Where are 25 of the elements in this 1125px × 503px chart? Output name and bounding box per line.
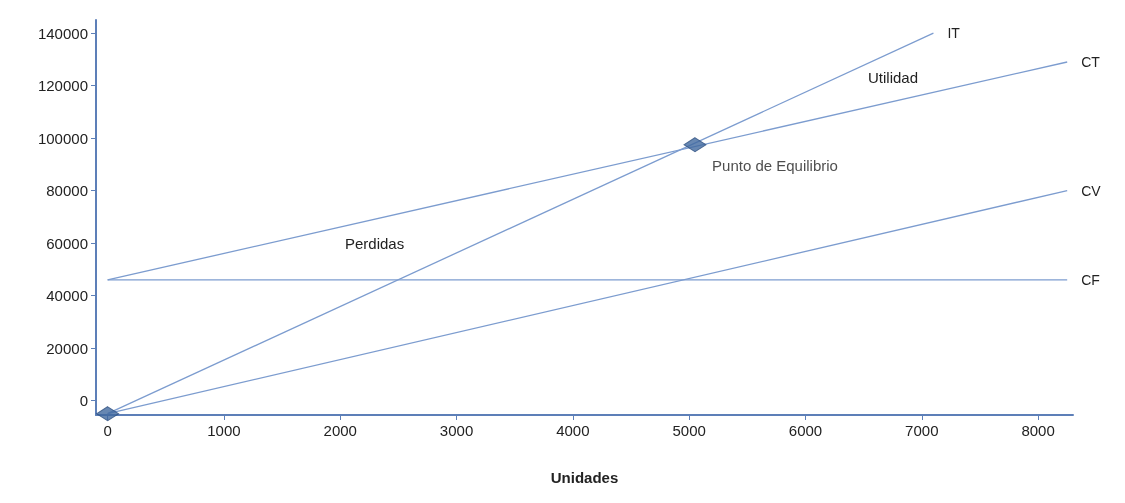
series-label: IT (947, 25, 961, 42)
x-tick-label: 1000 (207, 422, 241, 439)
x-tick-label: 6000 (788, 422, 823, 439)
y-tick-label: 100000 (37, 129, 88, 147)
annotation: Punto de Equilibrio (712, 156, 838, 174)
y-tick-label: 60000 (46, 234, 88, 252)
series-label: CT (1081, 53, 1101, 70)
y-tick-label: 80000 (46, 182, 88, 200)
y-tick-label: 0 (79, 392, 88, 410)
series-label: CF (1081, 271, 1100, 288)
x-tick-label: 5000 (672, 422, 706, 439)
x-tick-label: 3000 (439, 422, 474, 439)
x-tick-label: 4000 (556, 422, 590, 439)
x-tick-label: 8000 (1021, 422, 1055, 439)
annotation: Utilidad (868, 69, 919, 86)
annotation: Perdidas (345, 235, 405, 252)
y-tick-label: 20000 (46, 339, 88, 357)
x-tick-label: 7000 (905, 422, 939, 439)
x-tick-label: 2000 (323, 422, 357, 439)
x-tick-label: 0 (103, 422, 112, 439)
y-tick-label: 140000 (37, 24, 88, 42)
series-label: CV (1081, 182, 1102, 199)
x-axis-title: Unidades (550, 469, 619, 486)
y-tick-label: 40000 (46, 287, 88, 305)
y-tick-label: 120000 (37, 77, 88, 95)
